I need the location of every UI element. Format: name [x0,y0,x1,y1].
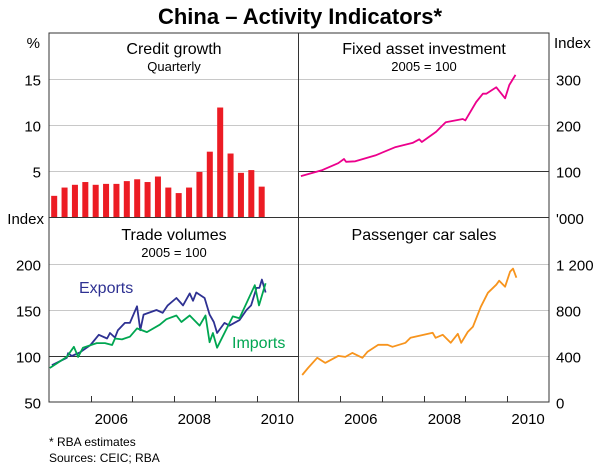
bottom-left-ytick-label: 150 [16,304,41,321]
top-left-ytick-label: 5 [33,165,41,182]
footnote-sources: Sources: CEIC; RBA [49,451,160,465]
footnote-estimates: * RBA estimates [49,435,136,449]
cars-panel-title: Passenger car sales [352,227,497,244]
credit-growth-bar [123,181,130,217]
exports-series-line [51,278,267,367]
bottom-right-xtick-label: 2010 [511,411,544,428]
fai-panel-title: Fixed asset investment [342,41,506,58]
credit-growth-bar [71,184,78,217]
credit-growth-bar [206,151,213,217]
credit-growth-bar [51,195,58,217]
imports-series-line [49,283,267,369]
credit-growth-bar [186,187,193,217]
trade-panel-title: Trade volumes [121,227,226,244]
bottom-left-ytick-label: 100 [16,350,41,367]
chart-title: China – Activity Indicators* [158,4,442,29]
credit-growth-bar [196,171,203,217]
credit-growth-bar [144,182,151,217]
bottom-right-ytick-label: 800 [556,304,581,321]
credit-unit-label: % [27,35,40,52]
credit-growth-bar [248,170,255,217]
credit-growth-bar [227,153,234,217]
trade-unit-label: Index [7,211,44,228]
exports-legend-label: Exports [79,280,133,297]
credit-growth-bar [258,186,265,217]
bottom-left-ytick-label: 200 [16,258,41,275]
bottom-right-xtick-label: 2006 [344,411,377,428]
bottom-right-ytick-label: 0 [556,396,564,413]
bottom-left-xtick-label: 2008 [178,411,211,428]
fai-series-line [300,74,517,177]
top-right-ytick-label: 300 [556,73,581,90]
credit-growth-bar [92,184,99,217]
bottom-right-ytick-label: 1 200 [556,258,594,275]
credit-panel-subtitle: Quarterly [147,59,201,74]
credit-growth-bar [103,183,110,217]
imports-legend-label: Imports [232,335,285,352]
credit-growth-bar [82,182,89,217]
cars-series-line [301,267,518,376]
credit-growth-bar [134,179,141,217]
credit-growth-bar [175,193,182,217]
credit-growth-bar [154,176,161,217]
credit-growth-bar [113,183,120,217]
top-right-ytick-label: 100 [556,165,581,182]
fai-unit-label: Index [554,35,591,52]
fai-panel-subtitle: 2005 = 100 [391,59,456,74]
trade-panel-subtitle: 2005 = 100 [141,245,206,260]
credit-growth-bar [237,172,244,217]
credit-panel-title: Credit growth [126,41,221,58]
bottom-right-ytick-label: 400 [556,350,581,367]
bottom-left-xtick-label: 2010 [261,411,294,428]
cars-unit-label: '000 [556,211,584,228]
credit-growth-bar [61,187,68,217]
credit-growth-bar [165,187,172,217]
bottom-left-ytick-label: 50 [24,396,41,413]
bottom-right-xtick-label: 2008 [428,411,461,428]
top-left-ytick-label: 15 [24,73,41,90]
top-left-ytick-label: 10 [24,119,41,136]
top-right-ytick-label: 200 [556,119,581,136]
bottom-left-xtick-label: 2006 [95,411,128,428]
credit-growth-bar [217,107,224,217]
